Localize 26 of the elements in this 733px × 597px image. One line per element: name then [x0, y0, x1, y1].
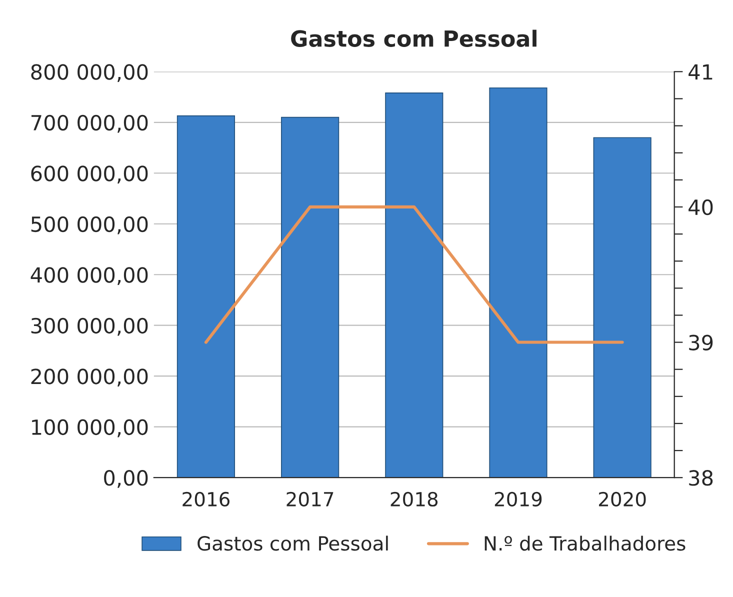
bar	[593, 137, 652, 478]
y-tick-label: 0,00	[104, 470, 148, 488]
y-tick-label: 800 000,00	[31, 64, 148, 82]
y2-tick-label: 39	[689, 334, 713, 350]
y-tick-label: 500 000,00	[31, 216, 148, 234]
y-tick-label: 100 000,00	[32, 419, 148, 438]
x-tick-label: 2020	[599, 492, 646, 507]
y-tick-label: 200 000,00	[31, 368, 148, 386]
y-tick-label: 700 000,00	[31, 114, 148, 133]
y2-tick-label: 40	[688, 199, 713, 216]
legend-label: Gastos com Pessoal	[198, 536, 388, 551]
chart-title: Gastos com Pessoal	[291, 30, 536, 47]
bar	[489, 87, 548, 478]
legend-label: N.º de Trabalhadores	[484, 536, 686, 551]
x-tick-label: 2019	[494, 492, 542, 507]
bar	[176, 115, 236, 478]
y-tick-label: 600 000,00	[31, 166, 148, 184]
bar	[385, 92, 444, 478]
y2-tick-label: 38	[689, 470, 713, 486]
x-tick-label: 2018	[390, 492, 438, 507]
y-tick-label: 300 000,00	[31, 318, 148, 336]
x-tick-label: 2017	[286, 492, 334, 507]
x-tick-label: 2016	[182, 492, 230, 507]
bar	[281, 116, 340, 478]
y2-tick-label: 41	[688, 64, 712, 80]
y-tick-label: 400 000,00	[30, 267, 148, 285]
